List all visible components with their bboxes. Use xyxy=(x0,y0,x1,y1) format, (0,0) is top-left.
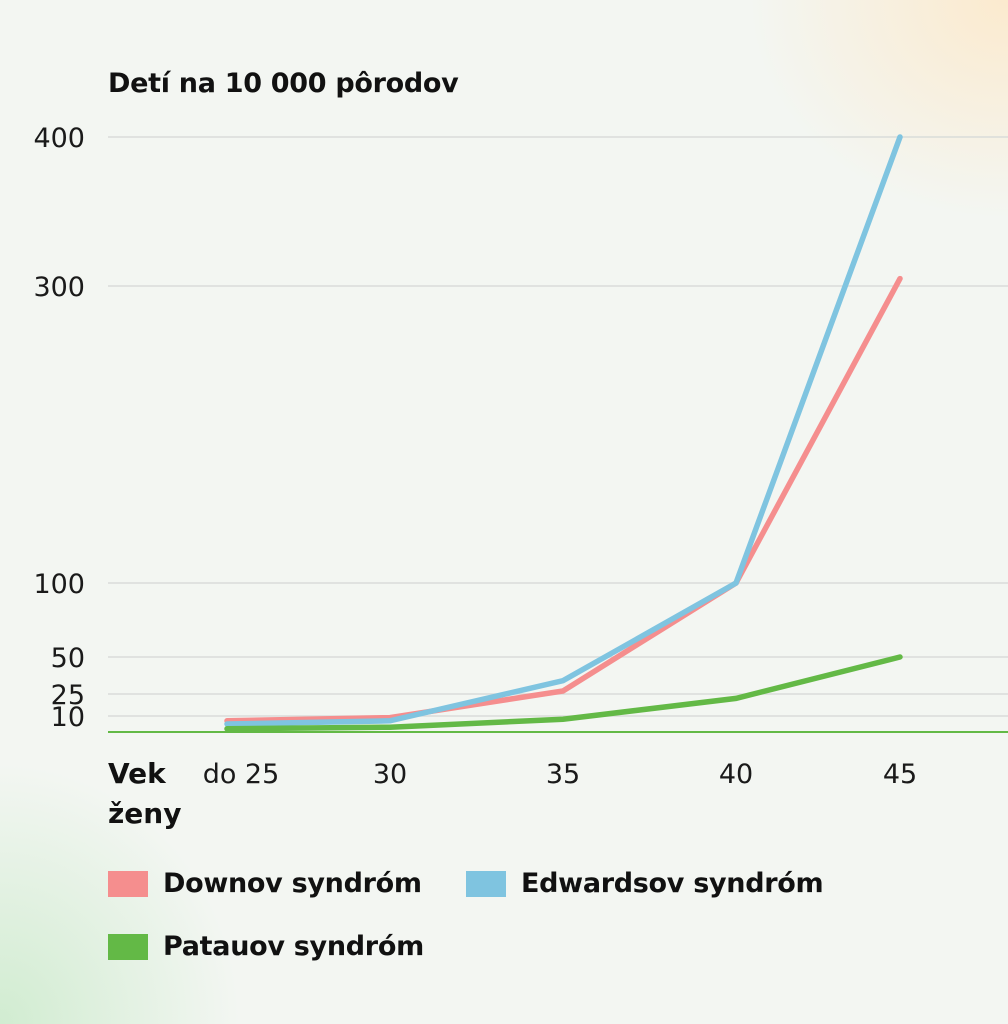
x-tick-label: 45 xyxy=(883,759,917,790)
gridlines xyxy=(108,136,1008,717)
legend-swatch xyxy=(466,870,506,897)
x-tick-label: 30 xyxy=(373,759,407,790)
y-tick-label: 400 xyxy=(33,123,85,154)
x-tick-label: do 25 xyxy=(203,759,280,790)
series-line-downov xyxy=(224,275,903,724)
series-line-edwardsov xyxy=(224,134,903,727)
y-tick-label: 25 xyxy=(51,680,85,711)
x-axis-ticks: do 25 30 35 40 45 xyxy=(203,759,917,790)
chart-title: Detí na 10 000 pôrodov xyxy=(108,68,459,99)
y-tick-label: 300 xyxy=(33,272,85,303)
x-tick-label: 35 xyxy=(546,759,580,790)
y-tick-label: 100 xyxy=(33,569,85,600)
series-line-patauov xyxy=(224,654,903,732)
legend-label: Edwardsov syndróm xyxy=(521,868,824,899)
legend-label: Downov syndróm xyxy=(163,868,422,899)
legend-item-patauov: Patauov syndróm xyxy=(108,931,424,962)
y-tick-label: 10 xyxy=(51,702,85,733)
legend-swatch xyxy=(108,870,148,897)
legend-item-edwardsov: Edwardsov syndróm xyxy=(466,868,824,899)
x-axis-label-line2: ženy xyxy=(108,797,181,830)
x-axis-label-line1: Vek xyxy=(108,757,167,790)
series-lines xyxy=(224,134,903,732)
legend-swatch xyxy=(108,933,148,960)
y-tick-label: 50 xyxy=(51,643,85,674)
x-tick-label: 40 xyxy=(719,759,753,790)
legend-label: Patauov syndróm xyxy=(163,931,424,962)
legend-item-downov: Downov syndróm xyxy=(108,868,422,899)
